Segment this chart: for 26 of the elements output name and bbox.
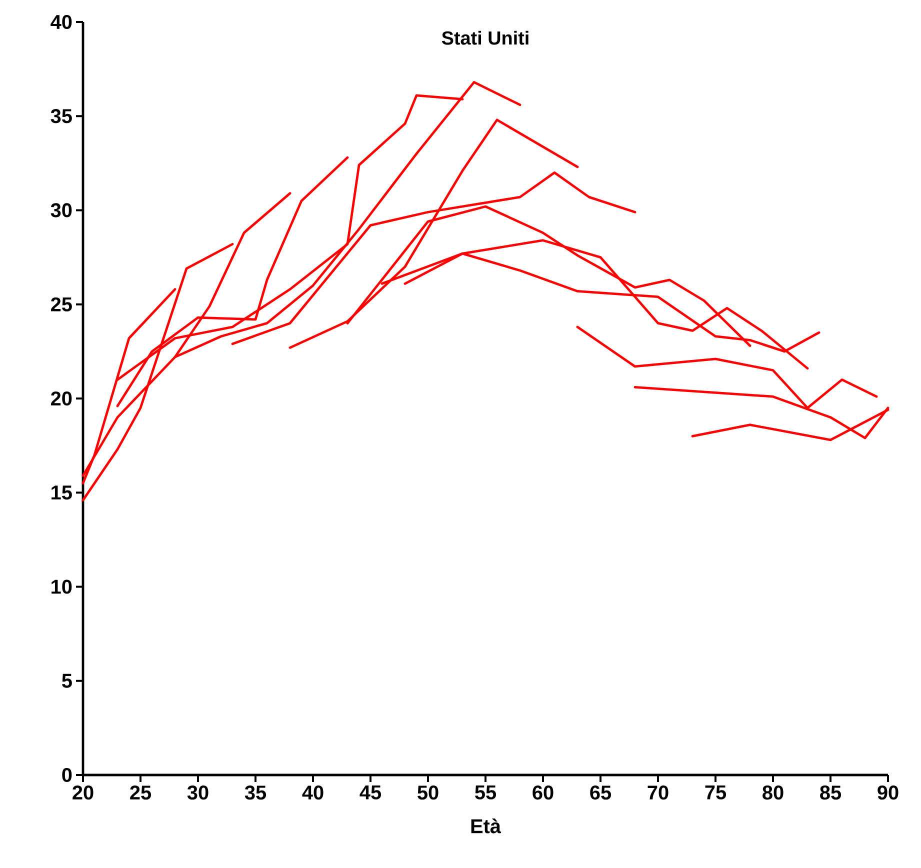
y-tick-label: 10 <box>52 580 72 594</box>
x-axis-title: Età <box>471 818 502 834</box>
y-tick-label: 30 <box>50 203 72 218</box>
x-tick-label: 60 <box>532 786 554 800</box>
y-tick-label: 35 <box>50 109 72 124</box>
x-tick-label: 85 <box>820 786 842 800</box>
y-tick-label: 5 <box>62 674 72 688</box>
chart-title: Stati Uniti <box>442 30 528 45</box>
x-tick-label: 30 <box>187 786 208 800</box>
x-tick-label: 70 <box>648 786 668 800</box>
y-tick-label: 40 <box>50 14 72 30</box>
x-tick-label: 55 <box>475 786 496 800</box>
x-tick-label: 25 <box>130 786 152 800</box>
x-tick-label: 90 <box>878 786 898 800</box>
y-tick-label: 25 <box>51 297 72 312</box>
y-tick-label: 20 <box>51 391 72 406</box>
x-tick-label: 45 <box>360 786 382 800</box>
x-tick-label: 80 <box>762 786 784 800</box>
x-tick-label: 20 <box>72 786 94 800</box>
x-tick-label: 40 <box>302 786 324 800</box>
y-tick-label: 0 <box>62 768 72 782</box>
x-tick-label: 75 <box>705 786 726 800</box>
x-tick-label: 50 <box>418 786 438 800</box>
x-tick-label: 35 <box>244 786 266 800</box>
y-tick-label: 15 <box>52 486 72 500</box>
x-tick-label: 65 <box>590 786 612 800</box>
